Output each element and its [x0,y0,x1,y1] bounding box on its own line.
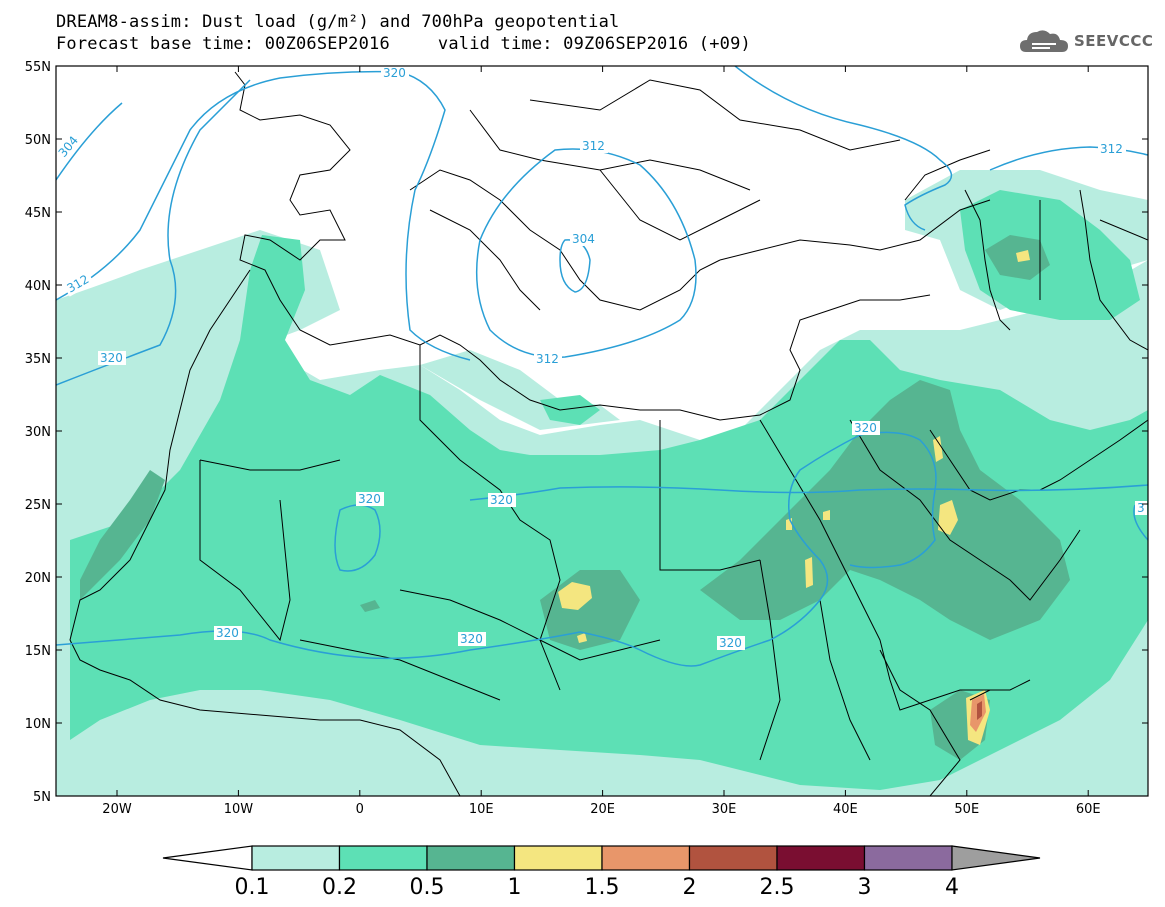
svg-text:320: 320 [358,492,381,506]
colorbar-swatch [776,845,866,871]
valid-time: valid time: 09Z06SEP2016 (+09) [437,34,751,54]
svg-text:320: 320 [383,66,406,80]
svg-text:312: 312 [582,139,605,153]
coastlines-borders [69,71,1148,796]
colorbar-label: 0.5 [410,875,445,900]
svg-text:304: 304 [572,232,595,246]
colorbar: 0.1 0.2 0.5 1 1.5 2 2.5 3 4 [162,845,1041,900]
lat-label: 10N [25,717,51,732]
svg-text:320: 320 [854,421,877,435]
seevccc-logo: SEEVCCC [1018,26,1153,56]
svg-text:320: 320 [460,632,483,646]
colorbar-under-arrow [162,845,253,871]
lat-label: 30N [25,425,51,440]
svg-text:312: 312 [1100,142,1123,156]
lon-label: 20W [102,802,132,817]
colorbar-label: 4 [945,875,959,900]
longitude-axis: 20W 10W 0 10E 20E 30E 40E 50E 60E [102,66,1101,817]
map-title: DREAM8-assim: Dust load (g/m²) and 700hP… [56,12,620,32]
lat-label: 20N [25,571,51,586]
lat-label: 50N [25,133,51,148]
lon-label: 50E [954,802,979,817]
lon-label: 60E [1076,802,1101,817]
colorbar-swatch [338,845,428,871]
lat-label: 40N [25,279,51,294]
colorbar-label: 0.1 [235,875,270,900]
lat-label: 35N [25,352,51,367]
lat-label: 5N [33,790,51,805]
colorbar-swatch [251,845,341,871]
svg-text:320: 320 [216,626,239,640]
svg-text:320: 320 [490,493,513,507]
colorbar-over-arrow [951,845,1041,871]
dust-shade-brown [977,701,982,720]
logo-text: SEEVCCC [1074,32,1154,50]
lat-label: 55N [25,60,51,75]
colorbar-label: 3 [858,875,872,900]
base-time: Forecast base time: 00Z06SEP2016 [56,34,390,54]
forecast-times: Forecast base time: 00Z06SEP2016 valid ti… [56,34,751,54]
svg-text:3: 3 [1137,501,1145,515]
dust-shade-dark [80,235,1070,760]
cloud-logo-icon [1020,30,1068,52]
dust-map: 304 312 320 320 312 304 312 312 320 320 … [25,60,1149,817]
contour-labels: 304 312 320 320 312 304 312 312 320 320 … [56,66,1147,650]
colorbar-swatch [426,845,516,871]
lon-label: 40E [833,802,858,817]
lon-label: 0 [356,802,364,817]
lon-label: 30E [712,802,737,817]
svg-text:320: 320 [719,636,742,650]
colorbar-swatch [863,845,953,871]
lon-label: 10E [469,802,494,817]
colorbar-swatch [601,845,691,871]
geopotential-contours [56,66,1148,667]
colorbar-label: 2.5 [760,875,795,900]
latitude-axis: 55N 50N 45N 40N 35N 30N 25N 20N 15N 10N 5N [25,60,1148,805]
svg-text:312: 312 [536,352,559,366]
lat-label: 25N [25,498,51,513]
lat-label: 15N [25,644,51,659]
dust-shade-medium [70,190,1148,790]
lon-label: 10W [224,802,254,817]
lat-label: 45N [25,206,51,221]
lon-label: 20E [590,802,615,817]
colorbar-swatch [688,845,778,871]
colorbar-label: 0.2 [322,875,357,900]
colorbar-swatch [513,845,603,871]
colorbar-label: 1.5 [585,875,620,900]
colorbar-label: 1 [508,875,522,900]
svg-text:320: 320 [100,351,123,365]
colorbar-label: 2 [683,875,697,900]
